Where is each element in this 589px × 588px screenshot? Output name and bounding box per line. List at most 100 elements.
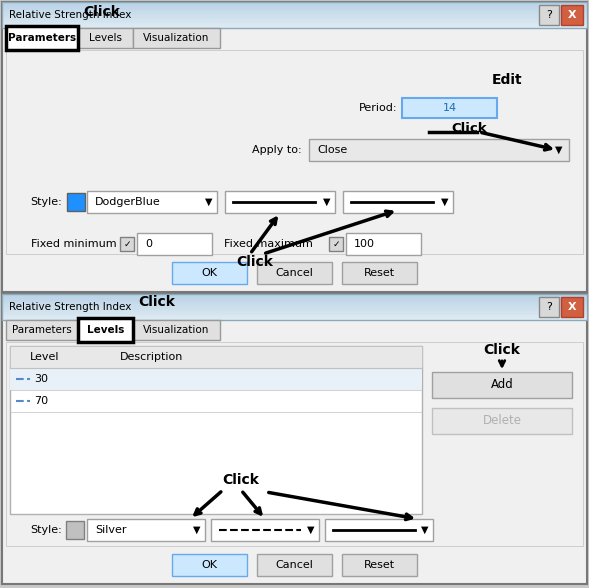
FancyBboxPatch shape (432, 408, 572, 434)
Bar (2, 309, 587, 311)
FancyBboxPatch shape (172, 554, 247, 576)
FancyBboxPatch shape (2, 2, 587, 292)
FancyBboxPatch shape (120, 237, 134, 251)
Text: Reset: Reset (364, 268, 395, 278)
Text: Level: Level (30, 352, 59, 362)
Bar (2, 303, 587, 305)
Bar (2, 5, 587, 7)
Text: Silver: Silver (95, 525, 127, 535)
FancyBboxPatch shape (67, 193, 85, 211)
Text: Cancel: Cancel (276, 268, 313, 278)
Text: Parameters: Parameters (8, 33, 76, 43)
Bar (2, 298, 587, 299)
Text: Click: Click (484, 343, 521, 357)
Text: Period:: Period: (359, 103, 397, 113)
Text: Reset: Reset (364, 560, 395, 570)
Bar (2, 16, 587, 18)
Text: Delete: Delete (482, 415, 521, 427)
Bar (2, 300, 587, 302)
Bar (2, 299, 587, 300)
FancyBboxPatch shape (309, 139, 569, 161)
Bar (2, 24, 587, 25)
Bar (2, 2, 587, 4)
Text: 70: 70 (34, 396, 48, 406)
Text: ✓: ✓ (332, 239, 340, 249)
FancyBboxPatch shape (561, 297, 583, 317)
FancyBboxPatch shape (6, 26, 78, 50)
FancyBboxPatch shape (539, 297, 559, 317)
Bar (2, 26, 587, 28)
Text: ▼: ▼ (307, 525, 315, 535)
Text: Click: Click (84, 5, 120, 19)
Text: Relative Strength Index: Relative Strength Index (9, 302, 131, 312)
Text: OK: OK (201, 560, 217, 570)
Text: Levels: Levels (87, 325, 124, 335)
Bar (2, 315, 587, 316)
Bar (2, 318, 587, 320)
Bar (2, 312, 587, 313)
Bar (2, 17, 587, 19)
Text: Fixed maximum: Fixed maximum (224, 239, 313, 249)
FancyBboxPatch shape (78, 318, 133, 342)
FancyBboxPatch shape (2, 294, 587, 584)
FancyBboxPatch shape (133, 28, 220, 48)
Text: Style:: Style: (30, 197, 62, 207)
Bar (2, 22, 587, 24)
Bar (2, 13, 587, 15)
Bar (2, 306, 587, 308)
FancyBboxPatch shape (6, 320, 78, 340)
Text: Click: Click (237, 255, 273, 269)
Text: ▼: ▼ (555, 145, 562, 155)
Bar (2, 293, 587, 295)
FancyBboxPatch shape (172, 262, 247, 284)
FancyBboxPatch shape (343, 191, 453, 213)
Bar (2, 8, 587, 10)
Text: ▼: ▼ (441, 197, 449, 207)
FancyBboxPatch shape (66, 521, 84, 539)
FancyBboxPatch shape (137, 233, 212, 255)
FancyBboxPatch shape (257, 262, 332, 284)
FancyBboxPatch shape (10, 368, 422, 390)
Text: OK: OK (201, 268, 217, 278)
Bar (2, 310, 587, 312)
Text: Fixed minimum: Fixed minimum (31, 239, 117, 249)
Bar (2, 313, 587, 315)
Bar (2, 295, 587, 296)
FancyBboxPatch shape (346, 233, 421, 255)
Text: Cancel: Cancel (276, 560, 313, 570)
FancyBboxPatch shape (432, 372, 572, 398)
Text: X: X (568, 10, 576, 20)
Text: 100: 100 (354, 239, 375, 249)
Bar (2, 20, 587, 22)
Bar (2, 304, 587, 306)
Bar (2, 301, 587, 303)
Text: ?: ? (546, 10, 552, 20)
FancyBboxPatch shape (10, 346, 422, 514)
Bar (2, 18, 587, 20)
Text: Add: Add (491, 379, 514, 392)
FancyBboxPatch shape (211, 519, 319, 541)
Text: Parameters: Parameters (12, 325, 72, 335)
Bar (2, 12, 587, 14)
FancyBboxPatch shape (87, 191, 217, 213)
FancyBboxPatch shape (329, 237, 343, 251)
Bar (2, 317, 587, 319)
FancyBboxPatch shape (78, 28, 133, 48)
Bar (2, 2, 587, 28)
FancyBboxPatch shape (6, 342, 583, 546)
FancyBboxPatch shape (325, 519, 433, 541)
Bar (2, 296, 587, 298)
Bar (2, 4, 587, 6)
Bar (2, 308, 587, 310)
Text: Levels: Levels (89, 33, 122, 43)
Text: Visualization: Visualization (143, 33, 210, 43)
Text: ▼: ▼ (323, 197, 331, 207)
Text: 30: 30 (34, 374, 48, 384)
Bar (2, 305, 587, 307)
Text: 0: 0 (145, 239, 152, 249)
Text: DodgerBlue: DodgerBlue (95, 197, 161, 207)
FancyBboxPatch shape (561, 5, 583, 25)
FancyBboxPatch shape (342, 554, 417, 576)
FancyBboxPatch shape (87, 519, 205, 541)
Text: ?: ? (546, 302, 552, 312)
